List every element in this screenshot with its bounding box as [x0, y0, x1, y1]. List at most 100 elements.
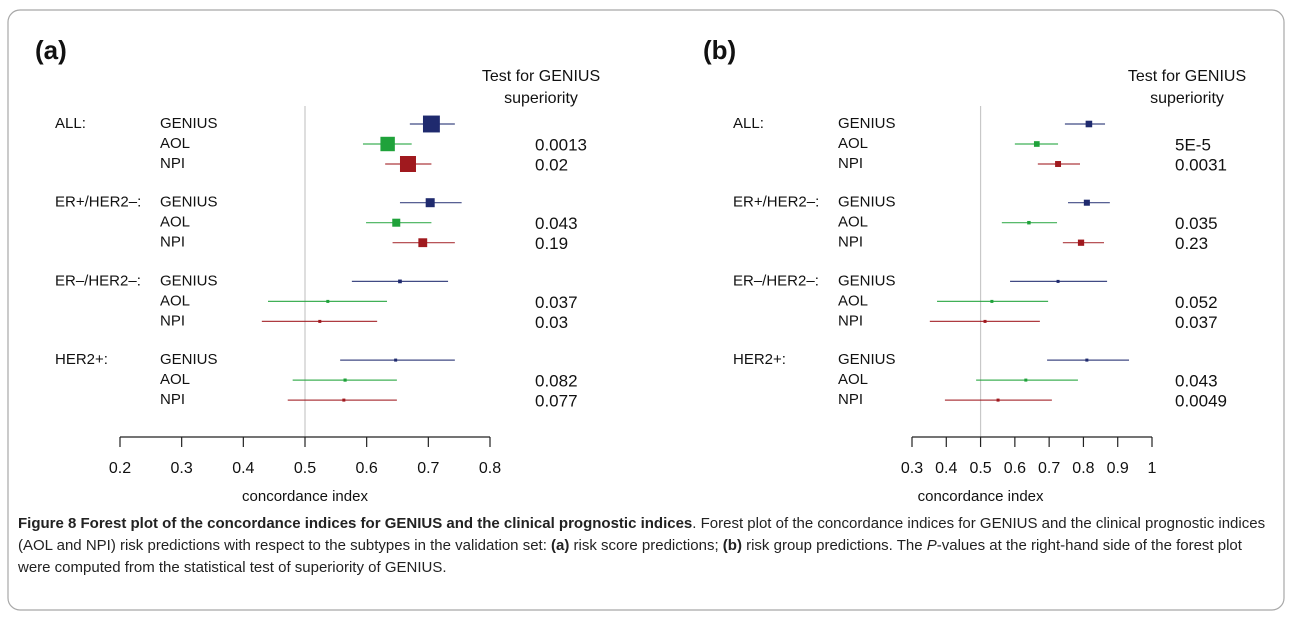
group-label: ER–/HER2–: — [733, 272, 819, 289]
x-tick-label: 0.9 — [1107, 460, 1129, 477]
method-label: NPI — [160, 312, 185, 329]
x-tick-label: 0.6 — [356, 460, 378, 477]
caption-text: risk group predictions. The — [741, 537, 927, 554]
method-label: AOL — [160, 214, 190, 231]
column-header: Test for GENIUS superiority — [1127, 68, 1247, 107]
p-value: 0.082 — [535, 372, 578, 391]
x-tick-label: 0.8 — [1072, 460, 1094, 477]
point-estimate — [996, 398, 1000, 402]
method-label: NPI — [838, 391, 863, 408]
point-estimate — [422, 115, 440, 133]
point-estimate — [1055, 161, 1062, 167]
point-estimate — [326, 299, 330, 303]
point-estimate — [1056, 279, 1060, 283]
point-estimate — [425, 198, 435, 208]
method-label: AOL — [838, 135, 868, 152]
p-value: 0.035 — [1175, 214, 1218, 233]
point-estimate — [1083, 199, 1090, 206]
method-label: GENIUS — [838, 272, 896, 289]
p-value: 0.0013 — [535, 135, 587, 154]
panel-label: (a) — [35, 35, 67, 65]
p-value: 0.052 — [1175, 293, 1218, 312]
method-label: AOL — [160, 135, 190, 152]
p-value: 0.077 — [535, 392, 578, 411]
point-estimate — [1027, 220, 1031, 225]
point-estimate — [399, 156, 416, 172]
p-value: 0.02 — [535, 155, 568, 174]
p-value: 0.19 — [535, 234, 568, 253]
x-tick-label: 0.5 — [969, 460, 991, 477]
point-estimate — [1085, 358, 1089, 362]
x-tick-label: 0.2 — [109, 460, 131, 477]
method-label: NPI — [838, 234, 863, 251]
caption: Figure 8 Forest plot of the concordance … — [18, 513, 1273, 579]
point-estimate — [343, 378, 347, 382]
point-estimate — [990, 299, 994, 303]
caption-title: Figure 8 Forest plot of the concordance … — [18, 515, 693, 532]
caption-text: -values at the right-hand side of the fo… — [18, 537, 1242, 576]
point-estimate — [983, 319, 987, 323]
caption-text: (b) — [722, 537, 742, 554]
caption-text: (a) — [551, 537, 570, 554]
method-label: NPI — [838, 312, 863, 329]
point-estimate — [1077, 239, 1085, 246]
x-axis-title: concordance index — [918, 488, 1044, 505]
point-estimate — [418, 238, 428, 248]
method-label: GENIUS — [160, 115, 218, 132]
point-estimate — [1024, 378, 1028, 382]
method-label: GENIUS — [160, 351, 218, 368]
p-value: 0.23 — [1175, 234, 1208, 253]
method-label: GENIUS — [838, 194, 896, 211]
p-value: 0.037 — [1175, 313, 1218, 332]
x-tick-label: 0.8 — [479, 460, 501, 477]
group-label: ER+/HER2–: — [55, 194, 141, 211]
x-tick-label: 0.6 — [1004, 460, 1026, 477]
method-label: GENIUS — [160, 272, 218, 289]
p-value: 0.0049 — [1175, 392, 1227, 411]
p-value: 0.043 — [535, 214, 578, 233]
group-label: ER–/HER2–: — [55, 272, 141, 289]
p-value: 0.037 — [535, 293, 578, 312]
x-axis-title: concordance index — [242, 488, 368, 505]
panel-label: (b) — [703, 35, 736, 65]
group-label: HER2+: — [733, 351, 786, 368]
x-tick-label: 0.7 — [417, 460, 439, 477]
p-value: 5E-5 — [1175, 135, 1211, 154]
method-label: GENIUS — [838, 351, 896, 368]
p-value: 0.0031 — [1175, 155, 1227, 174]
x-tick-label: 0.5 — [294, 460, 316, 477]
point-estimate — [318, 319, 322, 323]
caption-text: risk score predictions; — [569, 537, 723, 554]
point-estimate — [1085, 120, 1093, 128]
x-tick-label: 0.3 — [901, 460, 923, 477]
caption-text: P — [926, 537, 937, 554]
p-value: 0.03 — [535, 313, 568, 332]
point-estimate — [392, 218, 401, 227]
caption-text: . Forest plot of the concordance indices… — [18, 515, 1266, 554]
p-value: 0.043 — [1175, 372, 1218, 391]
point-estimate — [1033, 141, 1040, 147]
method-label: GENIUS — [838, 115, 896, 132]
method-label: AOL — [838, 292, 868, 309]
method-label: NPI — [838, 155, 863, 172]
point-estimate — [398, 279, 402, 284]
method-label: AOL — [838, 214, 868, 231]
group-label: ER+/HER2–: — [733, 194, 819, 211]
point-estimate — [394, 358, 398, 362]
point-estimate — [342, 398, 346, 402]
method-label: NPI — [160, 391, 185, 408]
frame — [7, 9, 1285, 611]
method-label: AOL — [838, 371, 868, 388]
x-tick-label: 0.3 — [171, 460, 193, 477]
group-label: ALL: — [733, 115, 764, 132]
method-label: GENIUS — [160, 194, 218, 211]
x-tick-label: 0.4 — [232, 460, 254, 477]
x-tick-label: 0.4 — [935, 460, 957, 477]
method-label: NPI — [160, 234, 185, 251]
group-label: HER2+: — [55, 351, 108, 368]
x-tick-label: 0.7 — [1038, 460, 1060, 477]
method-label: NPI — [160, 155, 185, 172]
group-label: ALL: — [55, 115, 86, 132]
